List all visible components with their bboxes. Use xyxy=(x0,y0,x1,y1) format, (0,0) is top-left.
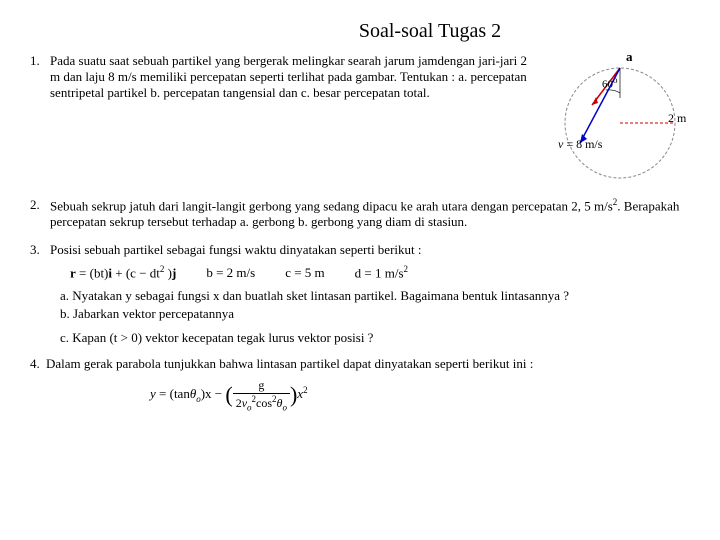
question-3: 3. Posisi sebuah partikel sebagai fungsi… xyxy=(30,242,690,258)
q3-sublist: a. Nyatakan y sebagai fungsi x dan buatl… xyxy=(60,288,690,346)
angle-label: 60o xyxy=(602,75,618,91)
q3-number: 3. xyxy=(30,242,50,258)
q3-d: d = 1 m/s2 xyxy=(355,264,408,281)
a-label: a xyxy=(626,49,633,65)
q4-body: Dalam gerak parabola tunjukkan bahwa lin… xyxy=(46,356,690,372)
circle-diagram: a 60o v = 8 m/s 2 m xyxy=(540,53,690,183)
q3-vector-eq: r = (bt)i + (c − dt2 )j xyxy=(70,264,176,281)
question-4: 4. Dalam gerak parabola tunjukkan bahwa … xyxy=(30,356,690,372)
question-2: 2. Sebuah sekrup jatuh dari langit-langi… xyxy=(30,197,690,230)
q1-number: 1. xyxy=(30,53,50,101)
q2-number: 2. xyxy=(30,197,50,230)
q3-a: a. Nyatakan y sebagai fungsi x dan buatl… xyxy=(60,288,690,304)
q4-formula: y = (tanθo)x − ( g 2vo2cos2θo )x2 xyxy=(150,378,690,412)
q2-body: Sebuah sekrup jatuh dari langit-langit g… xyxy=(50,197,690,230)
q3-b-sub: b. Jabarkan vektor percepatannya xyxy=(60,306,690,322)
question-1-row: 1. Pada suatu saat sebuah partikel yang … xyxy=(30,53,690,183)
q3-c: c = 5 m xyxy=(285,265,324,281)
q4-number: 4. xyxy=(30,356,46,372)
q3-b: b = 2 m/s xyxy=(206,265,255,281)
v-label: v = 8 m/s xyxy=(558,137,602,152)
q3-c-sub: c. Kapan (t > 0) vektor kecepatan tegak … xyxy=(60,330,690,346)
q3-body: Posisi sebuah partikel sebagai fungsi wa… xyxy=(50,242,690,258)
page-title: Soal-soal Tugas 2 xyxy=(170,20,690,43)
q1-body: Pada suatu saat sebuah partikel yang ber… xyxy=(50,53,540,101)
q3-equation-row: r = (bt)i + (c − dt2 )j b = 2 m/s c = 5 … xyxy=(70,264,690,281)
r-label: 2 m xyxy=(668,111,686,126)
